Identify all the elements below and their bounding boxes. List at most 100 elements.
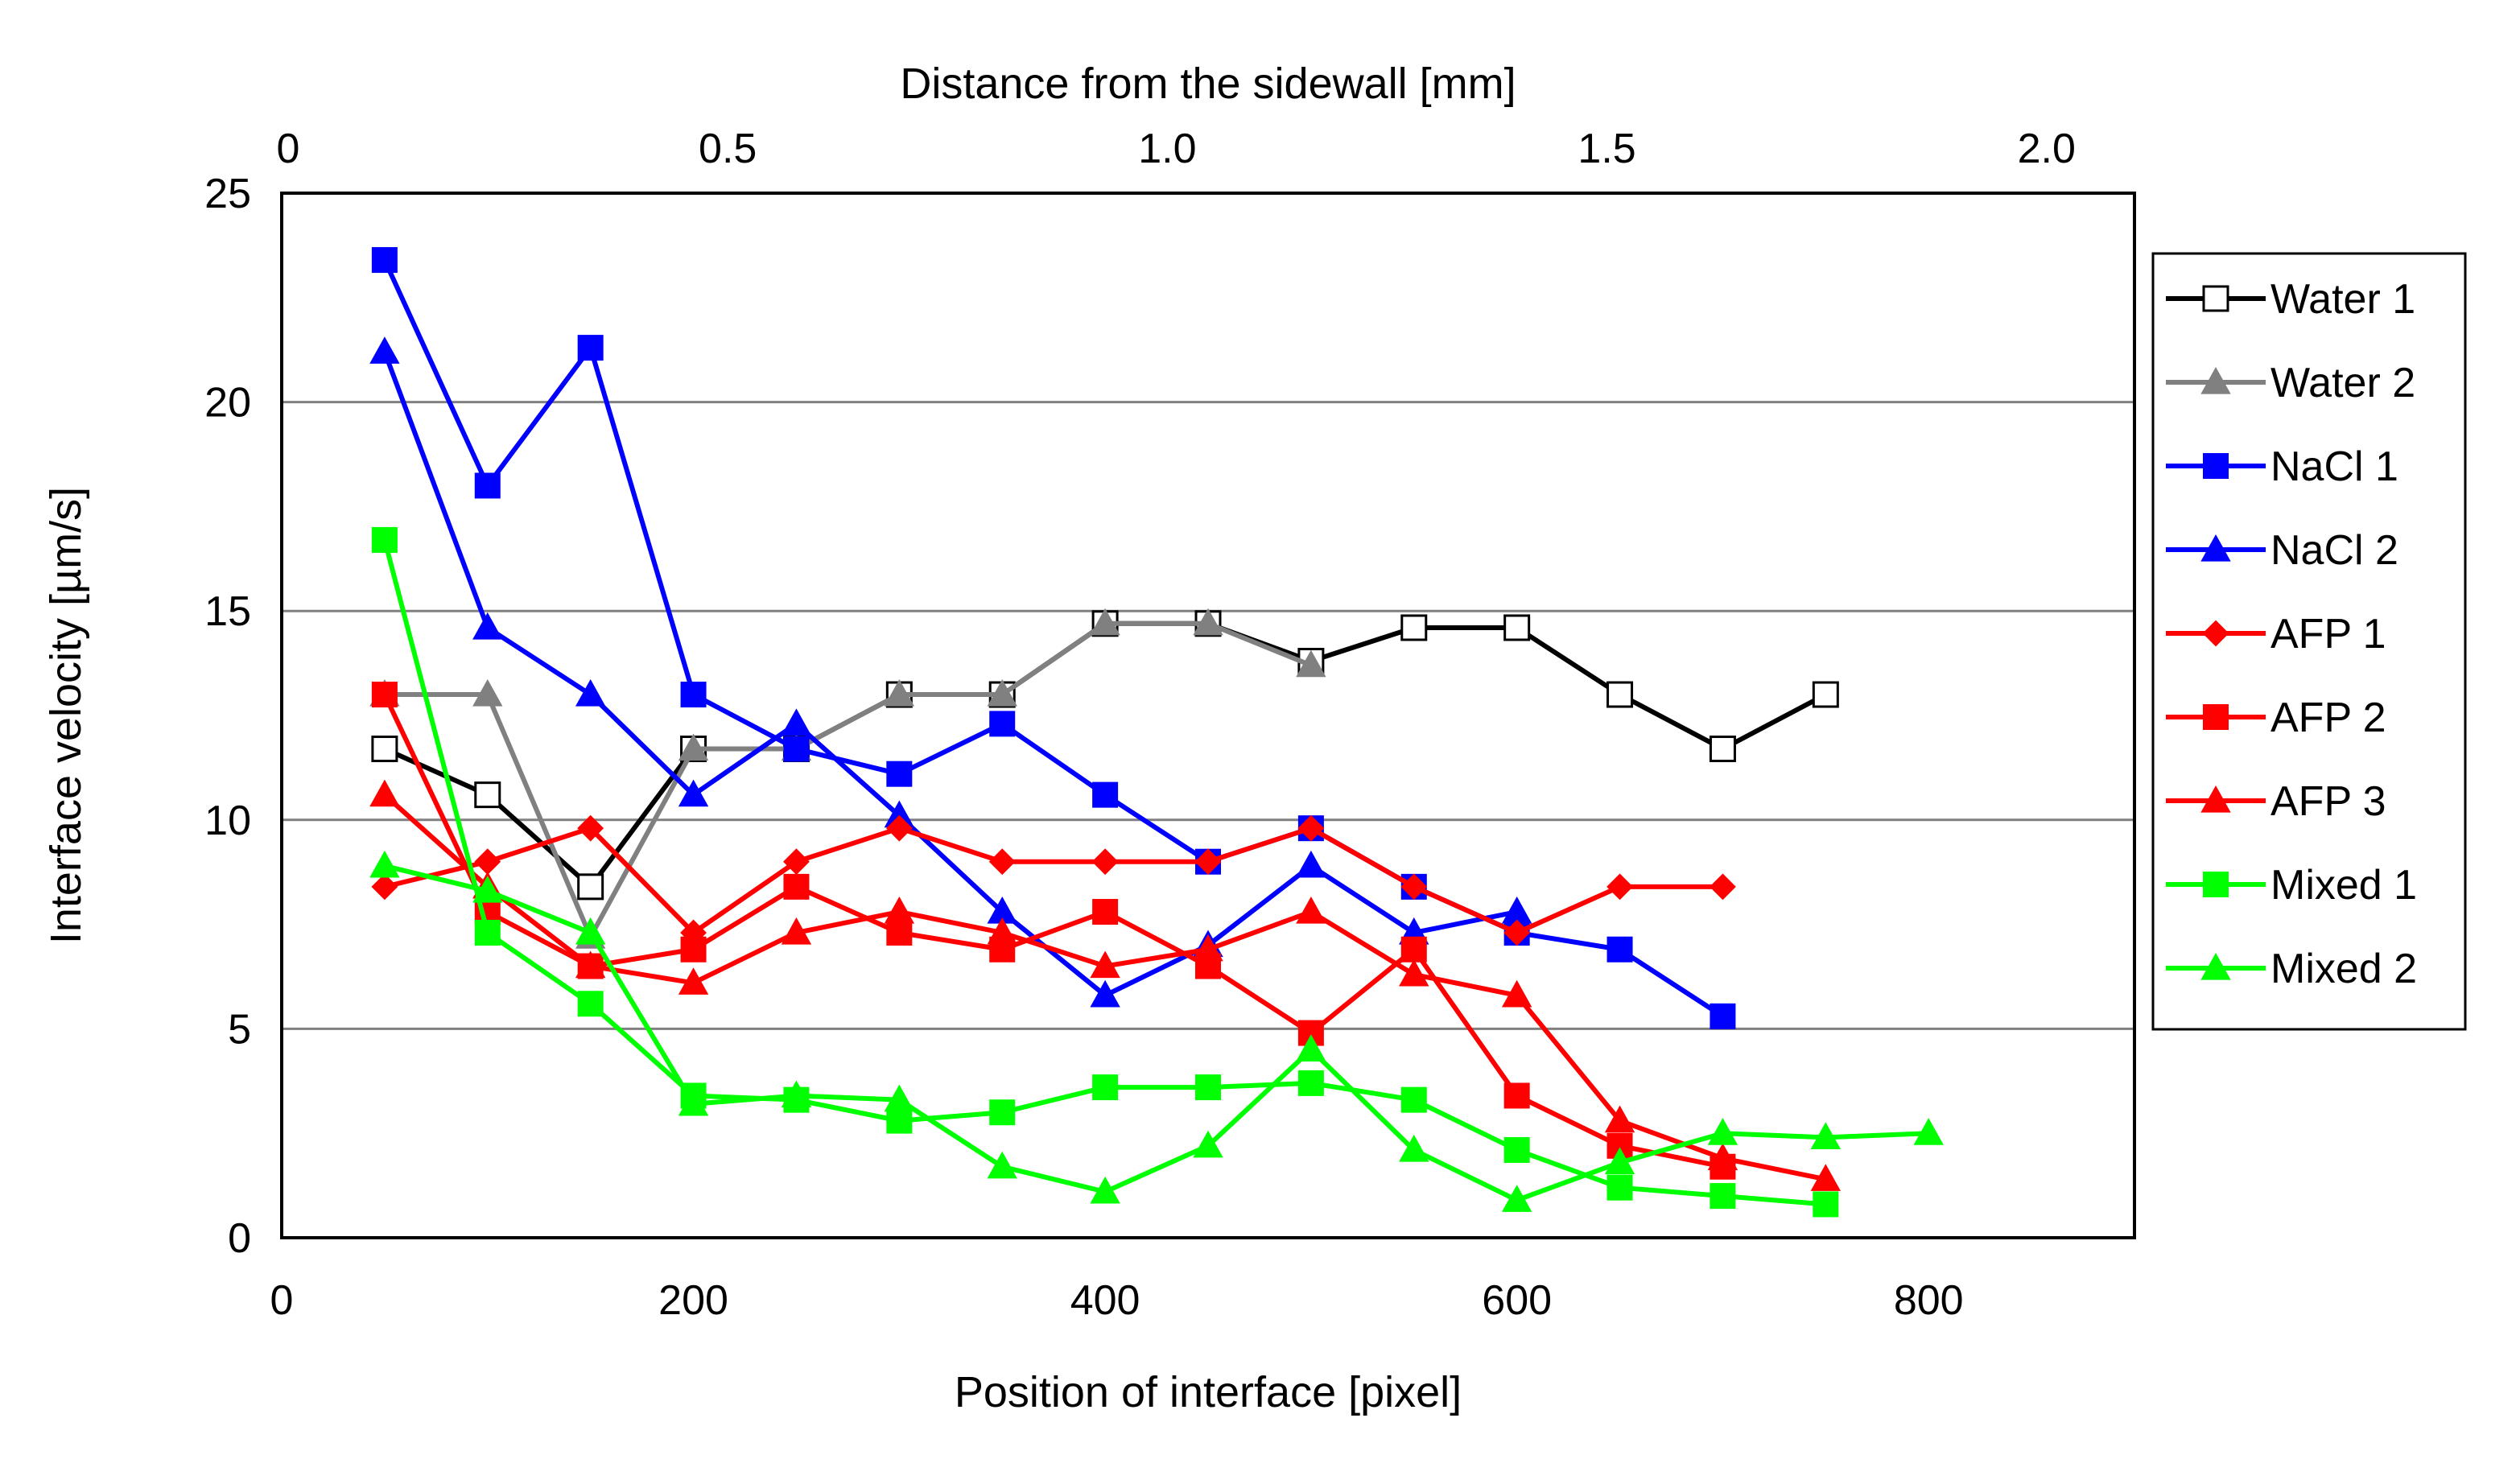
data-point bbox=[1092, 781, 1119, 808]
data-point bbox=[1604, 1147, 1635, 1175]
data-point bbox=[678, 967, 709, 995]
data-point bbox=[1606, 936, 1633, 963]
y-tick-label: 25 bbox=[204, 171, 251, 217]
data-point bbox=[885, 814, 913, 842]
data-point bbox=[369, 779, 400, 807]
data-point bbox=[1090, 950, 1120, 979]
data-point bbox=[1501, 979, 1532, 1008]
legend-marker bbox=[2202, 620, 2229, 647]
legend-marker bbox=[2203, 453, 2229, 479]
x-tick-label: 600 bbox=[1482, 1277, 1552, 1324]
data-point bbox=[781, 708, 812, 736]
data-point bbox=[1399, 1134, 1429, 1162]
legend-entry: NaCl 2 bbox=[2166, 527, 2398, 574]
x-axis-title: Position of interface [pixel] bbox=[955, 1368, 1462, 1416]
data-point bbox=[886, 1107, 913, 1134]
data-point bbox=[884, 678, 915, 707]
data-point bbox=[369, 850, 400, 878]
data-point bbox=[472, 678, 503, 707]
legend-label: Water 2 bbox=[2270, 360, 2415, 406]
data-point bbox=[987, 917, 1017, 945]
legend-entry: Water 1 bbox=[2166, 276, 2415, 323]
legend-label: AFP 1 bbox=[2270, 611, 2386, 657]
x-tick-label: 200 bbox=[658, 1277, 728, 1324]
data-point bbox=[575, 917, 606, 945]
data-point bbox=[783, 736, 810, 762]
plot-frame bbox=[280, 192, 2136, 1239]
legend-marker bbox=[2203, 872, 2229, 897]
data-point bbox=[371, 682, 398, 708]
data-point bbox=[371, 736, 398, 763]
data-point bbox=[1297, 814, 1325, 842]
data-point bbox=[1503, 919, 1531, 946]
axes: 0 5 10 15 20 25 0 200 400 600 800 0 0.5 1.0 1.5 2.0 bbox=[204, 126, 2076, 1324]
data-point bbox=[371, 247, 398, 274]
data-point bbox=[474, 919, 501, 946]
data-point bbox=[886, 761, 913, 787]
top-axis-tick-label: 2.0 bbox=[2018, 126, 2076, 172]
data-point bbox=[781, 1080, 812, 1108]
legend-entry: NaCl 1 bbox=[2166, 443, 2398, 490]
data-point bbox=[472, 612, 503, 640]
data-point bbox=[577, 991, 604, 1017]
data-point bbox=[987, 678, 1017, 707]
legend-label: Mixed 1 bbox=[2270, 862, 2417, 909]
data-point bbox=[1090, 979, 1120, 1008]
data-point bbox=[1501, 1185, 1532, 1212]
data-point bbox=[474, 472, 501, 499]
data-point bbox=[1296, 649, 1326, 678]
data-point bbox=[575, 950, 606, 979]
data-point bbox=[1092, 899, 1119, 925]
y-tick-label: 5 bbox=[228, 1006, 251, 1053]
top-axis-tick-label: 1.0 bbox=[1138, 126, 1196, 172]
data-point bbox=[884, 1084, 915, 1112]
data-point bbox=[1503, 1082, 1530, 1109]
data-point bbox=[1090, 608, 1120, 636]
y-tick-label: 10 bbox=[204, 798, 251, 844]
legend-entry: AFP 3 bbox=[2166, 778, 2386, 825]
data-point bbox=[1091, 848, 1119, 876]
legend-entry: Water 2 bbox=[2166, 360, 2415, 406]
legend-marker bbox=[2200, 366, 2231, 394]
data-point bbox=[1400, 1086, 1427, 1113]
data-point bbox=[474, 848, 501, 876]
series-line bbox=[384, 863, 1929, 1203]
data-point bbox=[371, 526, 398, 553]
legend-marker bbox=[2200, 785, 2231, 813]
data-point bbox=[783, 848, 810, 876]
series-nacl-2 bbox=[369, 336, 1532, 1008]
data-point bbox=[577, 814, 604, 842]
top-axis-tick-label: 0 bbox=[277, 126, 300, 172]
data-point bbox=[1296, 850, 1326, 878]
data-point bbox=[884, 896, 915, 924]
data-point bbox=[678, 1088, 709, 1116]
x-tick-label: 800 bbox=[1894, 1277, 1964, 1324]
data-point bbox=[987, 1151, 1017, 1179]
data-point bbox=[680, 936, 707, 963]
data-point bbox=[678, 779, 709, 807]
data-point bbox=[577, 335, 604, 361]
data-point bbox=[1090, 1176, 1120, 1204]
data-point bbox=[371, 873, 398, 901]
y-tick-label: 20 bbox=[204, 380, 251, 427]
top-axis-tick-label: 0.5 bbox=[699, 126, 757, 172]
data-point bbox=[783, 873, 810, 900]
legend-label: AFP 2 bbox=[2270, 695, 2386, 741]
legend-marker bbox=[2200, 952, 2231, 980]
data-point bbox=[886, 919, 913, 946]
data-point bbox=[1710, 1003, 1736, 1029]
data-point bbox=[1501, 896, 1532, 924]
legend-label: NaCl 1 bbox=[2270, 443, 2398, 490]
data-point bbox=[678, 733, 709, 761]
data-point bbox=[781, 917, 812, 945]
data-point bbox=[1813, 1191, 1839, 1218]
legend-entry: AFP 1 bbox=[2166, 611, 2386, 657]
data-point bbox=[1503, 614, 1531, 641]
legend-entry: AFP 2 bbox=[2166, 695, 2386, 741]
legend: Water 1 Water 2 NaCl 1 NaCl 2 AFP 1 AFP 2 AFP … bbox=[2151, 252, 2467, 1031]
data-point bbox=[1193, 934, 1223, 962]
data-point bbox=[988, 848, 1016, 876]
data-point bbox=[1606, 873, 1633, 901]
series-line bbox=[384, 826, 1723, 935]
series-layer bbox=[369, 247, 1944, 1218]
